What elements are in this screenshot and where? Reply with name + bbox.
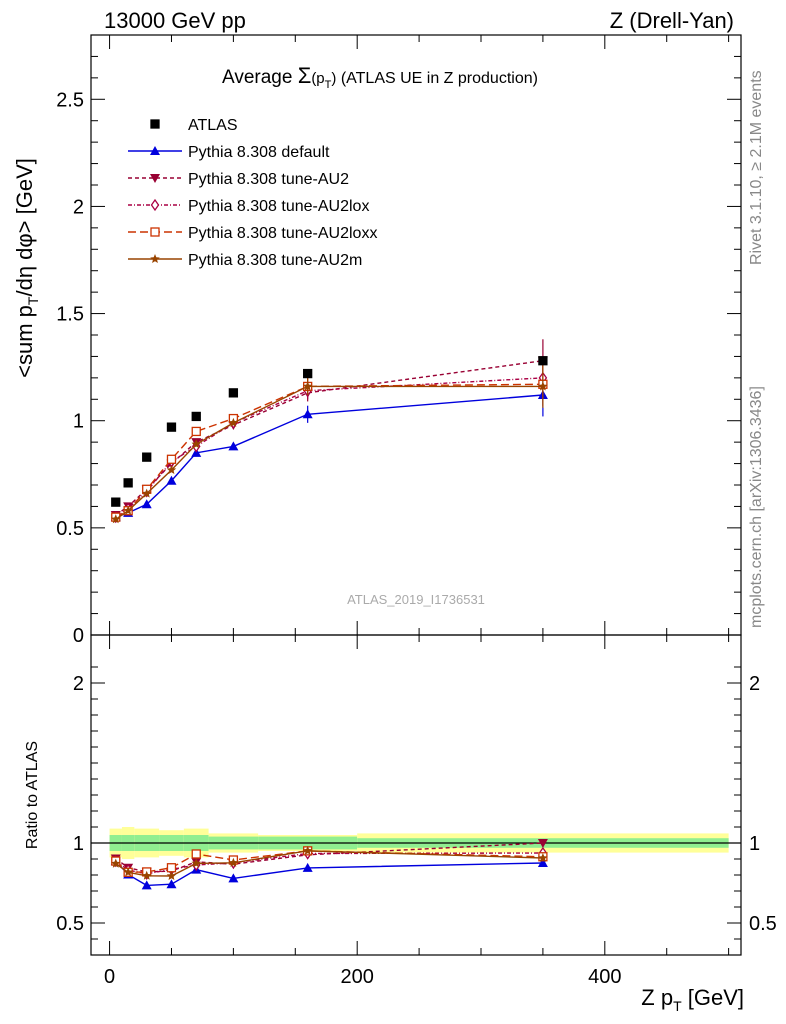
series-line <box>115 377 543 518</box>
series-point <box>166 475 177 485</box>
header-left: 13000 GeV pp <box>104 8 246 33</box>
ratio-series-point <box>142 870 152 880</box>
y-tick-label: 0.5 <box>56 518 84 540</box>
x-tick-label: 400 <box>588 966 621 988</box>
ratio-tick-label-right: 1 <box>749 833 760 855</box>
data-point <box>166 422 177 432</box>
y-tick-label: 1.5 <box>56 304 84 326</box>
series-line <box>115 383 543 518</box>
ratio-series-line <box>115 860 543 887</box>
data-point <box>191 411 201 422</box>
legend-label: Pythia 8.308 default <box>188 144 330 161</box>
axes-ticks: 0 0.5 1 1.5 2 2.5 0 200 400 0.5 0.5 1 1 2 2 <box>56 35 777 988</box>
header-right: Z (Drell-Yan) <box>610 8 734 33</box>
data-point <box>142 452 152 462</box>
data-point <box>538 356 548 366</box>
ratio-series-point <box>191 849 201 859</box>
legend: ATLAS Pythia 8.308 default Pythia 8.308 tu… <box>128 117 377 269</box>
ratio-series-point <box>537 858 548 867</box>
ratio-tick-label: 1 <box>73 833 84 855</box>
ratio-plot-frame <box>90 634 742 956</box>
ratio-series-point <box>111 858 121 868</box>
ratio-series-point <box>302 845 313 855</box>
y-tick-label: 2 <box>73 196 84 218</box>
ratio-series-point <box>141 880 152 890</box>
data-point <box>228 388 239 398</box>
ratio-series-point <box>166 871 177 880</box>
legend-marker <box>150 174 160 183</box>
ylabel-part2: /dη dφ> [GeV] <box>12 158 37 296</box>
title-suffix: (ATLAS UE in Z production) <box>336 70 538 87</box>
data-point <box>111 497 121 507</box>
legend-marker <box>150 198 160 212</box>
title-prefix: Average <box>222 67 298 88</box>
series-point <box>142 488 152 498</box>
y-tick-label: 1 <box>73 411 84 433</box>
ratio-series-point <box>228 873 239 883</box>
chart-title: Average Σ(pT) (ATLAS UE in Z production) <box>222 63 538 91</box>
legend-label: Pythia 8.308 tune-AU2m <box>188 252 362 269</box>
series-line <box>115 385 543 520</box>
series-point <box>141 499 152 509</box>
xlabel-sub: T <box>673 998 682 1014</box>
title-sub: T <box>325 79 332 91</box>
ratio-tick-label-right: 2 <box>749 673 760 695</box>
series-point <box>191 439 201 449</box>
ratio-tick-label-right: 0.5 <box>749 913 777 935</box>
title-paren-close: ) <box>331 70 336 87</box>
legend-marker <box>150 146 160 155</box>
ratio-series-point <box>537 839 548 848</box>
ratio-series-point <box>538 853 548 862</box>
legend-label-atlas: ATLAS <box>188 117 238 134</box>
title-paren-open: (p <box>311 70 324 87</box>
ratio-series-line <box>115 842 543 873</box>
ratio-series-point <box>166 879 177 889</box>
series-point <box>166 454 177 464</box>
legend-label: Pythia 8.308 tune-AU2 <box>188 171 349 188</box>
series-line <box>115 360 543 516</box>
ratio-series-point <box>191 858 201 868</box>
x-tick-label: 0 <box>104 966 115 988</box>
legend-label: Pythia 8.308 tune-AU2loxx <box>188 225 377 242</box>
ratio-tick-label: 2 <box>73 673 84 695</box>
ratio-series-point <box>166 863 177 873</box>
legend-marker <box>150 227 160 237</box>
y-tick-label: 2.5 <box>56 89 84 111</box>
mcplots-label: mcplots.cern.ch [arXiv:1306.3436] <box>748 386 765 628</box>
ratio-series-point <box>123 867 133 877</box>
y-tick-label: 0 <box>73 625 84 647</box>
data-point <box>123 478 133 488</box>
data-point <box>303 368 313 379</box>
ratio-series-point <box>302 862 313 872</box>
ratio-series-line <box>115 850 543 877</box>
y-axis-label: <sum pT/dη dφ> [GeV] <box>12 158 41 378</box>
rivet-label: Rivet 3.1.10, ≥ 2.1M events <box>748 70 765 265</box>
analysis-watermark: ATLAS_2019_I1736531 <box>347 592 485 607</box>
title-sigma: Σ <box>298 63 312 88</box>
ratio-series-point <box>228 857 239 867</box>
series-point <box>191 426 201 437</box>
series-point <box>228 441 239 451</box>
ratio-tick-label: 0.5 <box>56 913 84 935</box>
series-point <box>166 465 177 474</box>
xlabel-main: Z p <box>641 985 673 1010</box>
legend-marker-atlas <box>150 119 160 129</box>
series-point <box>123 505 133 515</box>
ylabel-sub: T <box>25 296 41 305</box>
legend-marker <box>150 254 160 263</box>
series-layer <box>110 339 548 890</box>
x-axis-label: Z pT [GeV] <box>641 985 744 1014</box>
series-point <box>228 417 239 427</box>
ylabel-part1: <sum p <box>12 305 37 378</box>
ratio-y-axis-label: Ratio to ATLAS <box>24 741 41 849</box>
x-tick-label: 200 <box>341 966 374 988</box>
legend-label: Pythia 8.308 tune-AU2lox <box>188 198 369 215</box>
series-point <box>111 514 121 524</box>
xlabel-unit: [GeV] <box>682 985 744 1010</box>
